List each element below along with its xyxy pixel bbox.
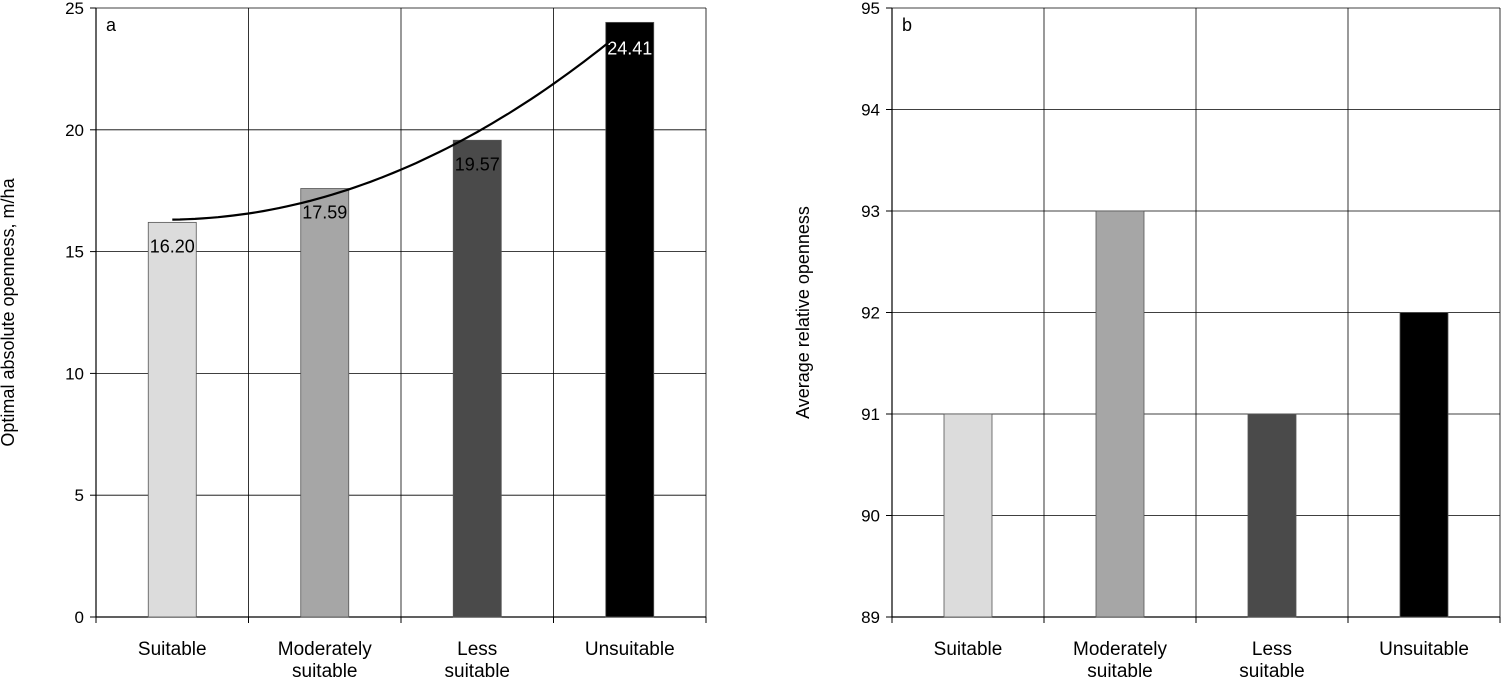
- x-category-label-line: suitable: [292, 661, 358, 682]
- x-category-label: Unsuitable: [585, 639, 675, 660]
- y-tick-label: 95: [861, 0, 880, 18]
- y-tick-label: 25: [65, 0, 84, 18]
- bar: [452, 139, 502, 618]
- x-category-label-line: Less: [457, 639, 497, 660]
- x-category-label-line: Moderately: [278, 639, 372, 660]
- bar: [1247, 413, 1297, 618]
- bar: [300, 188, 350, 618]
- y-tick-label: 89: [861, 608, 880, 627]
- y-tick-label: 10: [65, 364, 84, 383]
- panel-label: b: [902, 15, 912, 35]
- x-category-label-line: Suitable: [934, 639, 1003, 660]
- x-category-label-line: Suitable: [138, 639, 207, 660]
- trendline: [172, 24, 631, 221]
- y-tick-label: 20: [65, 121, 84, 140]
- x-category-label: Suitable: [138, 639, 207, 660]
- y-tick-label: 15: [65, 243, 84, 262]
- bar: [605, 21, 655, 618]
- x-category-label: Moderately suitable: [278, 639, 372, 682]
- x-category-label-line: suitable: [1239, 661, 1305, 682]
- data-label: 17.59: [302, 203, 347, 223]
- y-tick-label: 93: [861, 202, 880, 221]
- y-tick-label: 91: [861, 405, 880, 424]
- x-category-label: Moderately suitable: [1073, 639, 1167, 682]
- bar: [943, 413, 993, 618]
- x-category-label: Less suitable: [445, 639, 511, 682]
- bar: [1399, 312, 1449, 618]
- y-axis-title: Average relative openness: [793, 206, 813, 419]
- panel-label: a: [106, 15, 117, 35]
- y-tick-label: 5: [75, 486, 84, 505]
- bar: [1095, 210, 1145, 618]
- x-category-label: Unsuitable: [1379, 639, 1469, 660]
- y-axis-title: Optimal absolute openness, m/ha: [0, 177, 18, 446]
- x-category-label-line: Less: [1252, 639, 1292, 660]
- y-tick-label: 94: [861, 101, 880, 120]
- data-label: 16.20: [150, 236, 195, 256]
- y-tick-label: 90: [861, 507, 880, 526]
- y-tick-label: 92: [861, 304, 880, 323]
- y-tick-label: 0: [75, 608, 84, 627]
- data-label: 24.41: [607, 38, 652, 58]
- x-category-label-line: suitable: [1087, 661, 1153, 682]
- x-category-label: Less suitable: [1239, 639, 1305, 682]
- bar: [147, 221, 197, 618]
- data-label: 19.57: [455, 154, 500, 174]
- x-category-label-line: suitable: [445, 661, 511, 682]
- x-category-label: Suitable: [934, 639, 1003, 660]
- x-category-label-line: Moderately: [1073, 639, 1167, 660]
- x-category-label-line: Unsuitable: [1379, 639, 1469, 660]
- x-category-label-line: Unsuitable: [585, 639, 675, 660]
